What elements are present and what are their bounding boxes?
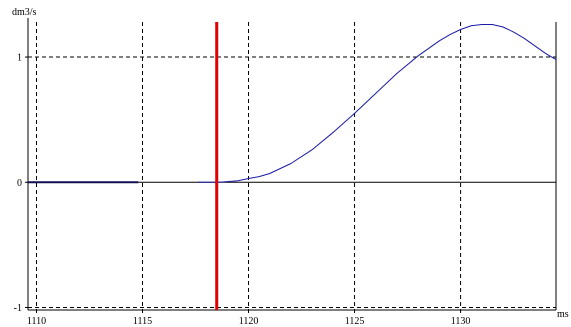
- series-line-segment: [197, 24, 557, 183]
- axis-layer: [25, 18, 557, 313]
- y-tick-label: -1: [14, 303, 22, 314]
- x-tick-label: 1115: [133, 316, 152, 327]
- x-tick-label: 1125: [345, 316, 365, 327]
- grid-layer: [28, 22, 556, 310]
- x-tick-label: 1110: [27, 316, 46, 327]
- x-axis-unit-label: ms: [557, 309, 569, 320]
- series-layer: [28, 24, 557, 184]
- y-axis-unit-label: dm3/s: [12, 7, 37, 18]
- x-tick-label: 1120: [239, 316, 259, 327]
- x-tick-label: 1130: [451, 316, 471, 327]
- y-tick-label: 0: [17, 178, 22, 189]
- text-layer: -1 0 1 1110 1115 1120 1125 1130 dm3/s ms: [12, 7, 569, 327]
- y-tick-label: 1: [17, 53, 22, 64]
